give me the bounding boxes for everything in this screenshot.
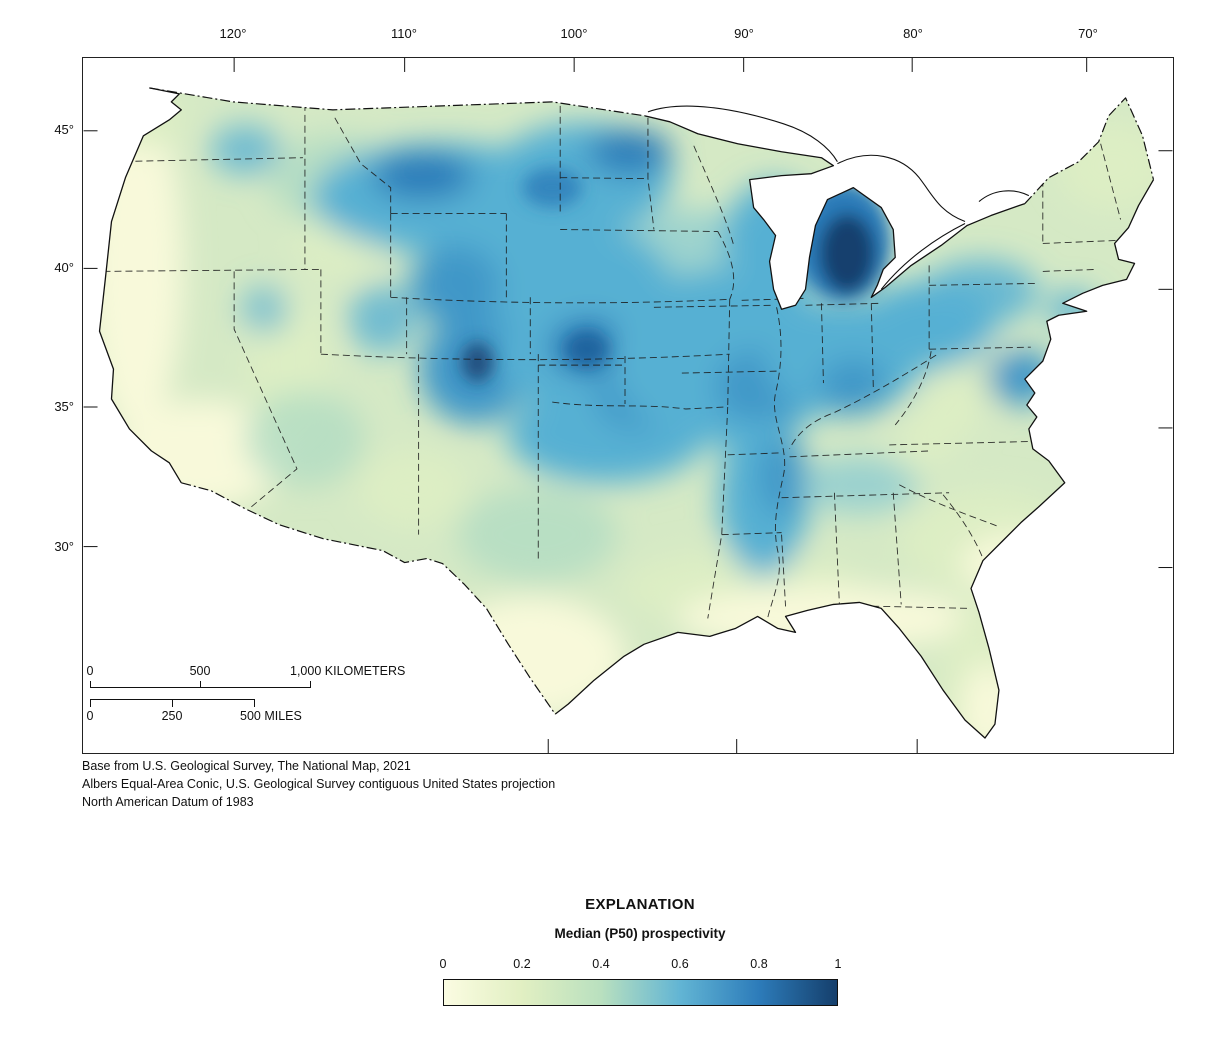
scale-km-500: 500 [189,664,211,678]
graticule-ticks [83,58,1173,753]
scale-mi-tick [90,700,91,707]
scale-km-tick [310,681,311,688]
legend-colorbar [443,979,838,1006]
scale-km-1000: 1,000 KILOMETERS [290,664,406,678]
graticule-label-40n: 40° [54,260,74,275]
scale-km-0: 0 [86,664,94,678]
scale-mi-0: 0 [86,709,94,723]
credit-line-3: North American Datum of 1983 [82,795,254,809]
graticule-label-110w: 110° [391,26,417,41]
legend-tick-0.8: 0.8 [750,957,768,971]
international-borders [149,87,1155,715]
base-credits: Base from U.S. Geological Survey, The Na… [82,757,555,811]
graticule-label-70w: 70° [1078,26,1098,41]
graticule-label-45n: 45° [54,122,74,137]
scale-km-tick [90,681,91,688]
legend-tick-1: 1 [834,957,842,971]
scale-mi-500: 500 MILES [240,709,302,723]
great-lakes-shorelines [647,105,1030,290]
us-prospectivity-map [83,58,1173,753]
scale-mi-line [90,699,255,700]
credit-line-2: Albers Equal-Area Conic, U.S. Geological… [82,777,556,791]
graticule-label-80w: 80° [903,26,923,41]
graticule-label-30n: 30° [54,539,74,554]
legend-tick-0: 0 [439,957,447,971]
scale-km-tick [200,681,201,688]
scale-mi-tick [254,700,255,707]
legend-heading: EXPLANATION [585,896,695,913]
graticule-label-120w: 120° [219,26,247,41]
graticule-label-35n: 35° [54,399,74,414]
scale-mi-tick [172,700,173,707]
state-boundaries [103,103,1122,619]
coastlines [98,87,1155,739]
credit-line-1: Base from U.S. Geological Survey, The Na… [82,759,411,773]
legend-title: Median (P50) prospectivity [554,926,726,941]
graticule-label-100w: 100° [560,26,588,41]
legend-tick-0.6: 0.6 [671,957,689,971]
map-frame [82,57,1174,754]
scale-mi-250: 250 [161,709,183,723]
scale-km-line [90,687,311,688]
legend-tick-0.4: 0.4 [592,957,610,971]
graticule-label-90w: 90° [734,26,754,41]
legend-tick-0.2: 0.2 [513,957,531,971]
